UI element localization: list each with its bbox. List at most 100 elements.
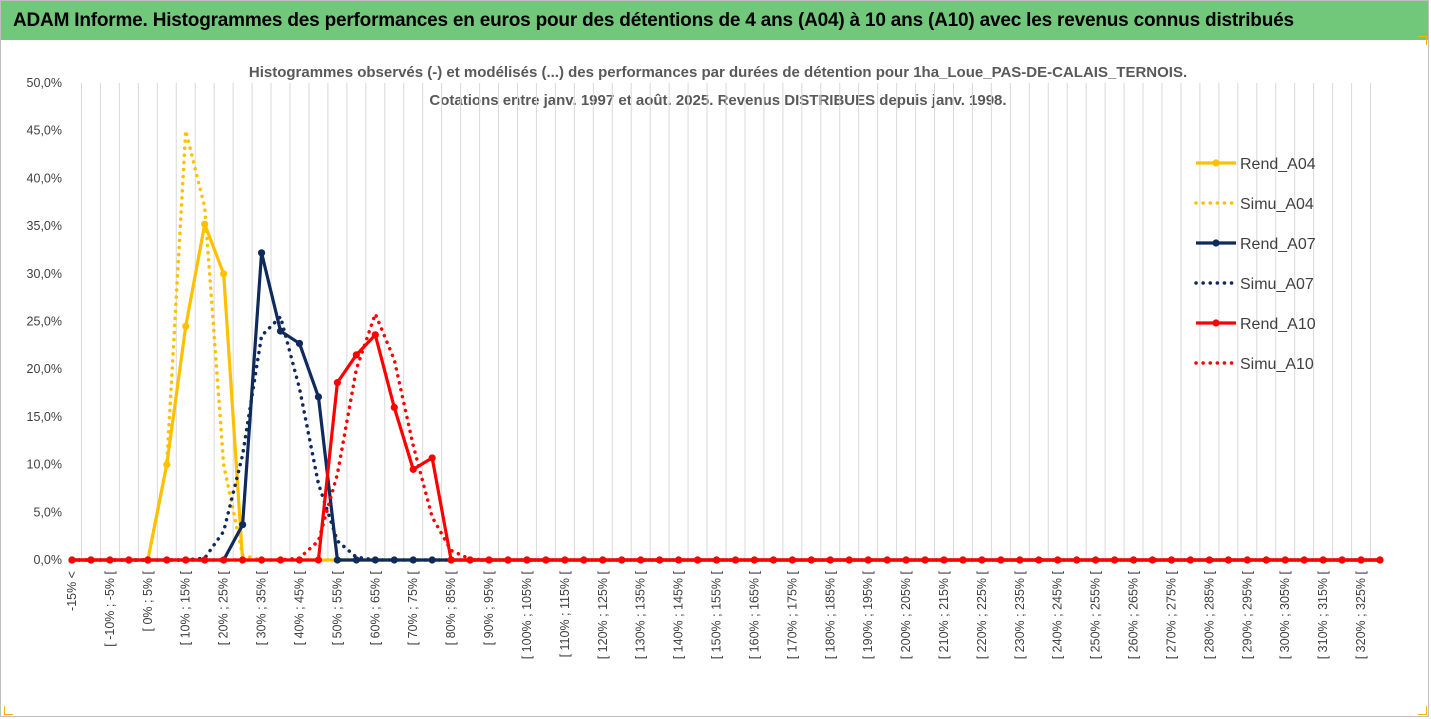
x-tick-label: [ 130% ; 135% [ <box>634 570 648 659</box>
legend-label: Rend_A07 <box>1240 236 1316 253</box>
data-point <box>333 378 341 387</box>
data-point <box>1243 556 1251 564</box>
x-tick-label: [ 190% ; 195% [ <box>861 570 875 659</box>
chart-title: Histogrammes observés (-) et modélisés (… <box>249 64 1187 81</box>
data-point <box>826 556 834 564</box>
legend-label: Rend_A10 <box>1240 316 1316 333</box>
data-point <box>1300 556 1308 564</box>
data-point <box>997 556 1005 564</box>
data-point <box>239 521 247 529</box>
data-point <box>883 556 891 564</box>
x-tick-label: [ 40% ; 45% [ <box>292 570 306 645</box>
legend-marker <box>1212 159 1220 167</box>
series-lines <box>68 128 1384 564</box>
x-tick-label: [ 100% ; 105% [ <box>520 570 534 659</box>
x-tick-label: [ 300% ; 305% [ <box>1278 570 1292 659</box>
gridlines <box>72 83 1380 561</box>
x-tick-label: [ 150% ; 155% [ <box>710 570 724 659</box>
resize-handle-top-right[interactable] <box>1418 36 1427 45</box>
data-point <box>390 403 398 411</box>
data-point <box>1129 556 1138 564</box>
legend-label: Simu_A04 <box>1240 196 1314 213</box>
legend-marker <box>1212 239 1220 247</box>
data-point <box>1186 556 1195 564</box>
x-tick-label: [ 230% ; 235% [ <box>1013 570 1027 659</box>
y-tick-label: 25,0% <box>27 315 62 329</box>
data-point <box>257 556 266 564</box>
data-point <box>1357 556 1365 564</box>
data-point <box>1054 556 1062 564</box>
y-tick-label: 40,0% <box>27 171 62 185</box>
x-tick-label: [ 160% ; 165% [ <box>747 570 761 659</box>
x-tick-label: [ 200% ; 205% [ <box>899 570 913 659</box>
chart-subtitle: Cotations entre janv. 1997 et août. 2025… <box>429 92 1006 109</box>
data-point <box>371 331 379 339</box>
data-point <box>182 322 190 330</box>
x-tick-label: [ 90% ; 95% [ <box>482 570 496 645</box>
data-point <box>314 556 323 564</box>
data-point <box>1224 556 1232 564</box>
x-tick-label: [ 80% ; 85% [ <box>444 570 458 645</box>
data-point <box>163 556 171 564</box>
y-axis: 0,0% 5,0% 10,0% 15,0% 20,0% 25,0% 30,0% 35,0% 40… <box>27 76 62 567</box>
series-line-simu-a10 <box>70 312 1382 562</box>
y-tick-label: 30,0% <box>27 267 62 281</box>
x-tick-label: [ 50% ; 55% [ <box>330 570 344 645</box>
data-point <box>1111 556 1119 564</box>
x-tick-label: [ 30% ; 35% [ <box>255 570 269 645</box>
y-tick-label: 45,0% <box>27 124 62 138</box>
resize-handle-bottom-right[interactable] <box>1418 706 1427 715</box>
x-tick-label: -15% < <box>65 571 79 611</box>
data-point <box>599 556 607 564</box>
y-tick-label: 5,0% <box>34 505 63 519</box>
x-tick-label: [ 20% ; 25% [ <box>217 570 231 645</box>
banner-title: ADAM Informe. Histogrammes des performan… <box>1 1 1428 40</box>
data-point <box>409 556 417 564</box>
data-point <box>1167 556 1176 564</box>
x-tick-label: [ 220% ; 225% [ <box>975 570 989 659</box>
data-point <box>1376 556 1384 564</box>
x-tick-label: [ 270% ; 275% [ <box>1164 570 1178 659</box>
legend-label: Rend_A04 <box>1240 156 1316 173</box>
legend-marker <box>1212 319 1220 327</box>
data-point <box>276 556 285 564</box>
data-point <box>352 556 360 564</box>
x-tick-label: [ 260% ; 265% [ <box>1127 570 1141 659</box>
x-tick-label: [ 60% ; 65% [ <box>368 570 382 645</box>
legend-label: Simu_A10 <box>1240 356 1314 373</box>
resize-handle-bottom-left[interactable] <box>4 706 13 715</box>
data-point <box>257 249 266 257</box>
x-tick-label: [ 0% ; 5% [ <box>141 570 155 631</box>
x-tick-label: [ 290% ; 295% [ <box>1240 570 1254 659</box>
x-tick-label: [ 250% ; 255% [ <box>1089 570 1103 659</box>
data-point <box>220 270 228 278</box>
y-tick-label: 20,0% <box>27 362 62 376</box>
x-tick-label: [ 180% ; 185% [ <box>823 570 837 659</box>
data-point <box>712 556 721 564</box>
data-point <box>333 556 341 564</box>
data-point <box>220 556 228 564</box>
x-tick-label: [ -10% ; -5% [ <box>103 570 117 646</box>
data-point <box>201 556 209 564</box>
data-point <box>106 556 114 564</box>
data-point <box>428 454 436 462</box>
data-point <box>144 556 152 564</box>
data-point <box>314 393 323 401</box>
x-tick-label: [ 310% ; 315% [ <box>1316 570 1330 659</box>
data-point <box>390 556 398 564</box>
x-tick-label: [ 280% ; 285% [ <box>1202 570 1216 659</box>
x-tick-label: [ 210% ; 215% [ <box>937 570 951 659</box>
legend: Rend_A04 Simu_A04 Rend_A07 Simu_A07 Rend_A10… <box>1194 156 1316 373</box>
legend-label: Simu_A07 <box>1240 276 1314 293</box>
data-point <box>940 556 948 564</box>
y-tick-label: 10,0% <box>27 458 62 472</box>
x-axis: -15% < [ -10% ; -5% [[ 0% ; 5% [[ 10% ; 1… <box>65 570 1368 659</box>
data-point <box>447 556 455 564</box>
data-point <box>87 556 95 564</box>
data-point <box>352 351 360 359</box>
data-point <box>1281 556 1289 564</box>
x-tick-label: [ 170% ; 175% [ <box>785 570 799 659</box>
y-tick-label: 15,0% <box>27 410 62 424</box>
